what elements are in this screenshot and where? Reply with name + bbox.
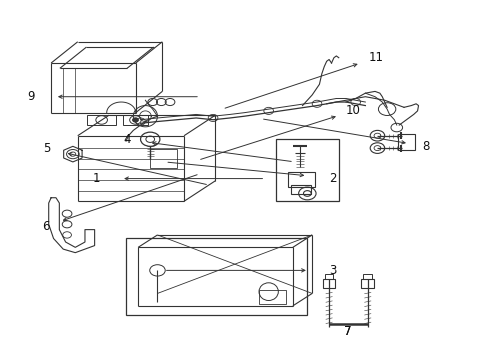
Text: 10: 10 <box>345 104 360 117</box>
Bar <box>287 172 314 186</box>
Circle shape <box>132 118 138 122</box>
Bar <box>126 238 307 315</box>
Bar <box>291 185 310 194</box>
Text: 9: 9 <box>27 90 35 103</box>
Bar <box>361 279 373 288</box>
Text: 7: 7 <box>343 325 350 338</box>
Bar <box>87 114 116 125</box>
Bar <box>324 274 333 279</box>
Text: 11: 11 <box>368 51 383 64</box>
Text: 7: 7 <box>343 325 350 338</box>
Bar <box>150 149 177 168</box>
Text: 2: 2 <box>328 172 336 185</box>
Bar <box>363 274 371 279</box>
Bar <box>275 139 338 201</box>
Bar <box>397 134 414 150</box>
Text: 6: 6 <box>42 220 50 233</box>
Text: 8: 8 <box>421 140 428 153</box>
Text: 4: 4 <box>123 133 131 146</box>
Bar <box>259 290 285 304</box>
Bar <box>123 114 147 125</box>
Text: 3: 3 <box>328 264 336 277</box>
Bar <box>322 279 335 288</box>
Text: 1: 1 <box>92 172 100 185</box>
Text: 5: 5 <box>43 142 51 155</box>
